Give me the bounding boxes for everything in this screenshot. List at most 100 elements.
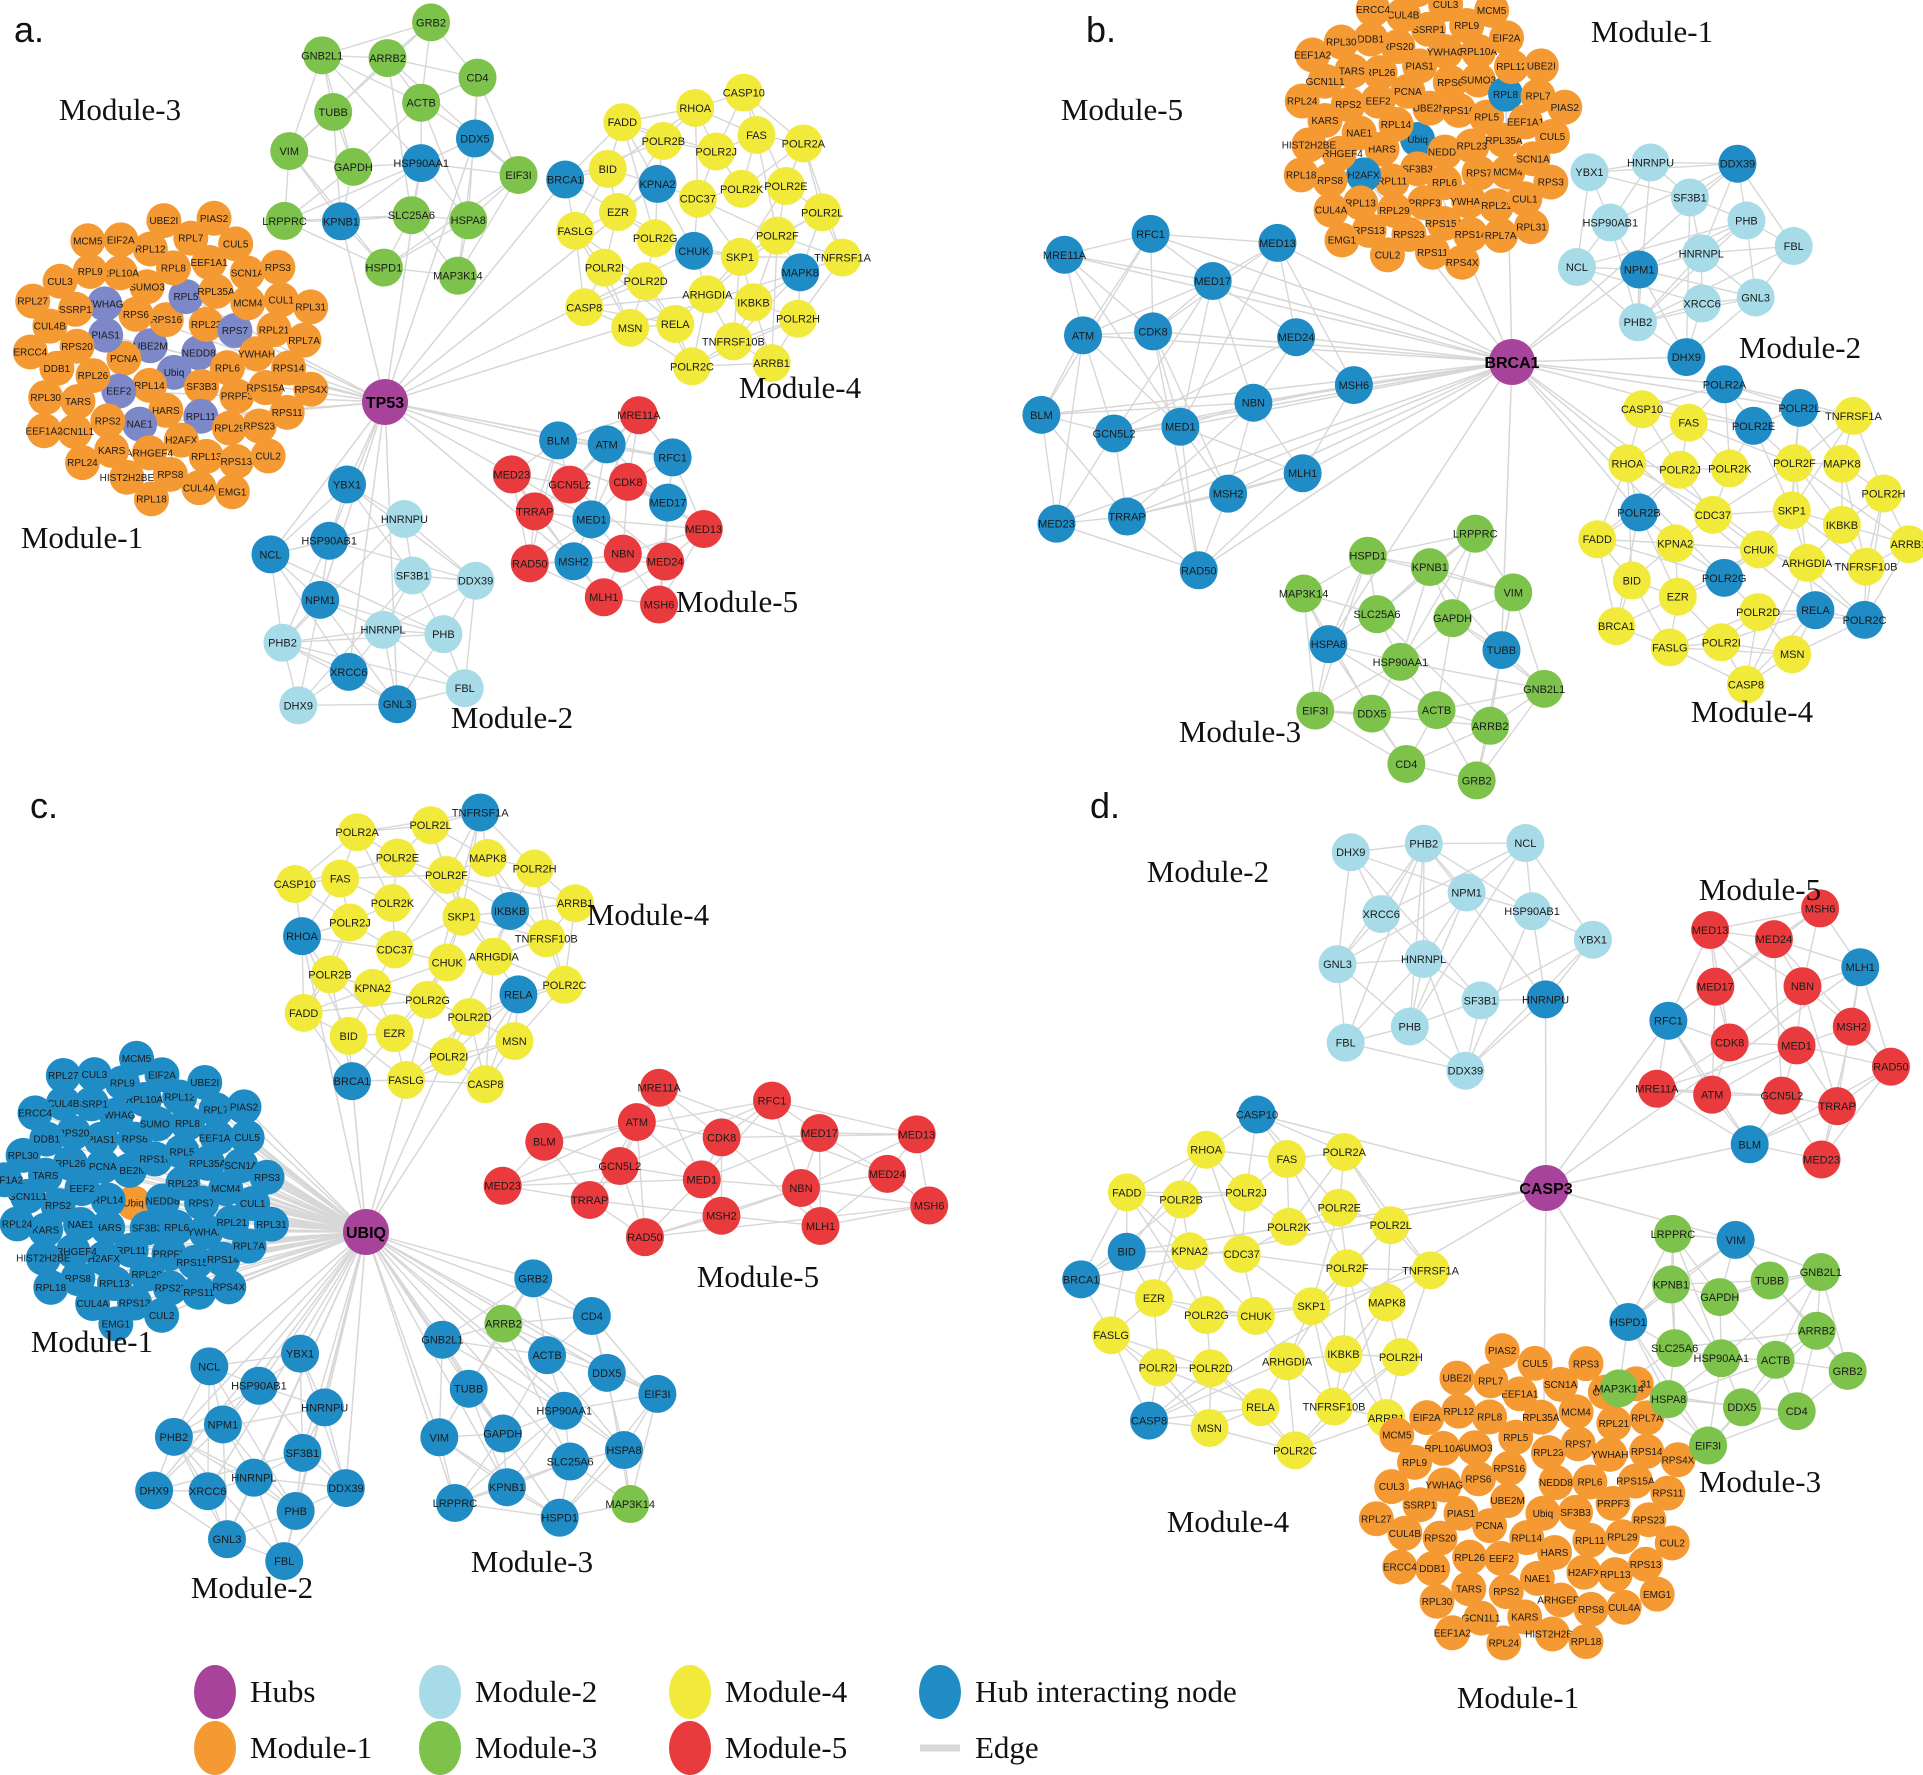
node-label: MSN xyxy=(502,1036,527,1048)
node-label: ARRB1 xyxy=(1891,539,1923,551)
node-RPS23: RPS23 xyxy=(241,408,277,444)
node-MRE11A: MRE11A xyxy=(637,1068,681,1107)
node-label: POLR2H xyxy=(1861,488,1905,500)
node-label: NBN xyxy=(611,549,634,561)
node-label: TARS xyxy=(33,1171,59,1182)
node-RPS16: RPS16 xyxy=(148,302,184,338)
node-EEF1A1: EEF1A1 xyxy=(1501,1376,1539,1412)
node-CUL5: CUL5 xyxy=(229,1119,265,1155)
node-label: POLR2A xyxy=(335,827,379,839)
node-label: MAP3K14 xyxy=(433,271,483,283)
node-BID: BID xyxy=(588,149,627,188)
node-EMG1: EMG1 xyxy=(214,474,250,510)
node-POLR2G: POLR2G xyxy=(633,219,677,258)
node-RPL8: RPL8 xyxy=(155,250,191,286)
node-MRE11A: MRE11A xyxy=(1043,235,1087,274)
nodes-d: HNRNPL NPM1 SF3B1 XRCC6 HSP90AB1 PHB PHB2 HNRNP… xyxy=(1062,824,1910,1661)
node-label: RPL23 xyxy=(1533,1448,1564,1459)
node-label: PIAS2 xyxy=(1488,1346,1517,1357)
panel-c-module-3: HSP90AA1 GAPDH ACTB SLC25A6 TUBB DDX5 KPNB1 ARR… xyxy=(420,1259,677,1537)
node-label: HSP90AB1 xyxy=(1582,217,1638,229)
node-label: POLR2F xyxy=(756,231,799,243)
module-label-c-module-5: Module-5 xyxy=(697,1259,819,1294)
node-label: PHB2 xyxy=(1624,317,1653,329)
node-label: HNRNPL xyxy=(231,1473,276,1485)
node-RPS11: RPS11 xyxy=(1650,1475,1686,1511)
node-GNL3: GNL3 xyxy=(1318,945,1357,984)
node-label: RPL35A xyxy=(1485,136,1523,147)
module-label-b-module-5: Module-5 xyxy=(1061,92,1183,127)
node-LRPPRC: LRPPRC xyxy=(433,1483,477,1522)
node-label: POLR2G xyxy=(1702,573,1747,585)
node-label: CUL2 xyxy=(149,1311,175,1322)
node-KPNA2: KPNA2 xyxy=(638,164,677,203)
node-LRPPRC: LRPPRC xyxy=(262,201,307,240)
node-HARS: HARS xyxy=(90,1210,126,1246)
node-label: RPS6 xyxy=(1465,1474,1492,1485)
node-FAS: FAS xyxy=(1669,403,1708,442)
node-RPL14: RPL14 xyxy=(131,367,167,403)
node-SUMO3: SUMO3 xyxy=(129,269,165,305)
node-RHOA: RHOA xyxy=(282,917,321,956)
node-label: VIM xyxy=(279,146,299,158)
node-label: POLR2I xyxy=(429,1052,468,1064)
node-EMG1: EMG1 xyxy=(1324,222,1360,258)
node-label: MAPK8 xyxy=(782,267,819,279)
node-RPL24: RPL24 xyxy=(1486,1625,1522,1661)
node-POLR2G: POLR2G xyxy=(1184,1296,1229,1335)
node-label: POLR2L xyxy=(1778,403,1820,415)
node-label: RPL31 xyxy=(256,1220,287,1231)
node-MCM5: MCM5 xyxy=(1379,1417,1415,1453)
node-MED1: MED1 xyxy=(1161,407,1200,446)
node-NBN: NBN xyxy=(603,534,642,573)
legend-item-module-5: Module-5 xyxy=(669,1721,847,1775)
node-label: NBN xyxy=(789,1183,812,1195)
node-label: RPS23 xyxy=(155,1284,187,1295)
node-label: EMG1 xyxy=(1643,1590,1672,1601)
node-POLR2E: POLR2E xyxy=(1318,1188,1361,1227)
node-SLC25A6: SLC25A6 xyxy=(388,196,435,235)
node-EIF3I: EIF3I xyxy=(1296,691,1335,730)
node-label: YWHAH xyxy=(238,349,275,360)
node-RPL18: RPL18 xyxy=(134,481,170,517)
node-CUL5: CUL5 xyxy=(1517,1345,1553,1381)
legend-item-module-4: Module-4 xyxy=(669,1665,848,1719)
node-label: EIF2A xyxy=(107,235,135,246)
node-label: NEDD8 xyxy=(1539,1478,1573,1489)
node-GAPDH: GAPDH xyxy=(1433,599,1472,638)
node-label: TUBB xyxy=(454,1384,483,1396)
node-RPL8: RPL8 xyxy=(169,1105,205,1141)
node-SF3B1: SF3B1 xyxy=(1670,178,1709,217)
node-MSN: MSN xyxy=(495,1022,534,1061)
node-label: RPS16 xyxy=(150,315,182,326)
node-label: ARRB1 xyxy=(557,898,594,910)
node-label: MED23 xyxy=(1803,1154,1840,1166)
node-EEF1A2: EEF1A2 xyxy=(1434,1615,1471,1651)
node-RHOA: RHOA xyxy=(676,88,715,127)
node-RPL13: RPL13 xyxy=(1597,1557,1633,1593)
node-label: MAPK8 xyxy=(1368,1298,1405,1310)
node-label: CUL3 xyxy=(82,1070,108,1081)
node-label: POLR2E xyxy=(764,181,807,193)
node-PCNA: PCNA xyxy=(1472,1508,1508,1544)
legend-swatch-hub-interacting-node xyxy=(919,1665,961,1719)
node-label: RPL7A xyxy=(1485,231,1517,242)
node-label: POLR2I xyxy=(585,263,624,275)
node-RPL31: RPL31 xyxy=(253,1206,289,1242)
node-label: HSPA8 xyxy=(606,1445,641,1457)
legend-item-hubs: Hubs xyxy=(194,1665,315,1719)
node-label: SF3B3 xyxy=(186,382,217,393)
node-EIF2A: EIF2A xyxy=(144,1057,180,1093)
node-label: MSH2 xyxy=(706,1211,737,1223)
node-MSH6: MSH6 xyxy=(640,585,679,624)
node-RPL7A: RPL7A xyxy=(231,1228,267,1264)
node-TUBB: TUBB xyxy=(449,1369,488,1408)
node-MSH6: MSH6 xyxy=(1801,889,1840,928)
node-IKBKB: IKBKB xyxy=(1324,1335,1363,1374)
node-PHB2: PHB2 xyxy=(1618,303,1657,342)
module-label-a-module-3: Module-3 xyxy=(59,92,181,127)
node-label: DDX39 xyxy=(458,576,493,588)
node-label: SF3B3 xyxy=(1560,1508,1591,1519)
node-label: RAD50 xyxy=(1181,565,1216,577)
node-NAE1: NAE1 xyxy=(122,406,158,442)
